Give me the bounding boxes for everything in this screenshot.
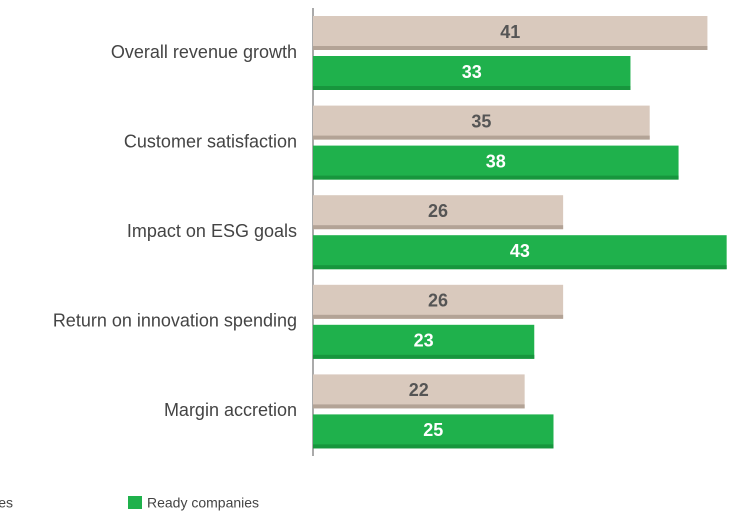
bar: [313, 16, 708, 50]
category-label: Margin accretion: [164, 400, 297, 420]
bar: [313, 414, 554, 449]
bar-shade: [313, 135, 650, 140]
bar: [313, 145, 679, 180]
bar: [313, 235, 727, 270]
value-label: 23: [414, 331, 434, 351]
category-label: Impact on ESG goals: [127, 221, 297, 241]
bar-shade: [313, 314, 564, 319]
value-label: 25: [423, 420, 443, 440]
value-label: 26: [428, 201, 448, 221]
bar-shade: [313, 444, 554, 449]
bar: [313, 56, 631, 90]
bar-shade: [313, 265, 727, 270]
value-label: 26: [428, 291, 448, 311]
category-label: Return on innovation spending: [53, 311, 297, 331]
legend-label: es: [0, 495, 13, 511]
category-label: Overall revenue growth: [111, 42, 297, 62]
bar: [313, 105, 650, 140]
value-label: 43: [510, 241, 530, 261]
value-label: 41: [500, 22, 520, 42]
bar: [313, 374, 525, 409]
bar-shade: [313, 175, 679, 180]
legend-swatch: [128, 496, 142, 509]
bar-shade: [313, 46, 708, 50]
bar-shade: [313, 354, 535, 359]
value-label: 33: [462, 62, 482, 82]
bar-shade: [313, 404, 525, 409]
category-label: Customer satisfaction: [124, 131, 297, 151]
bar: [313, 195, 564, 230]
value-label: 22: [409, 380, 429, 400]
bar: [313, 324, 535, 359]
bar: [313, 284, 564, 319]
bar-shade: [313, 86, 631, 90]
legend-label: Ready companies: [147, 495, 259, 511]
bar-shade: [313, 225, 564, 230]
value-label: 35: [471, 111, 491, 131]
value-label: 38: [486, 151, 506, 171]
